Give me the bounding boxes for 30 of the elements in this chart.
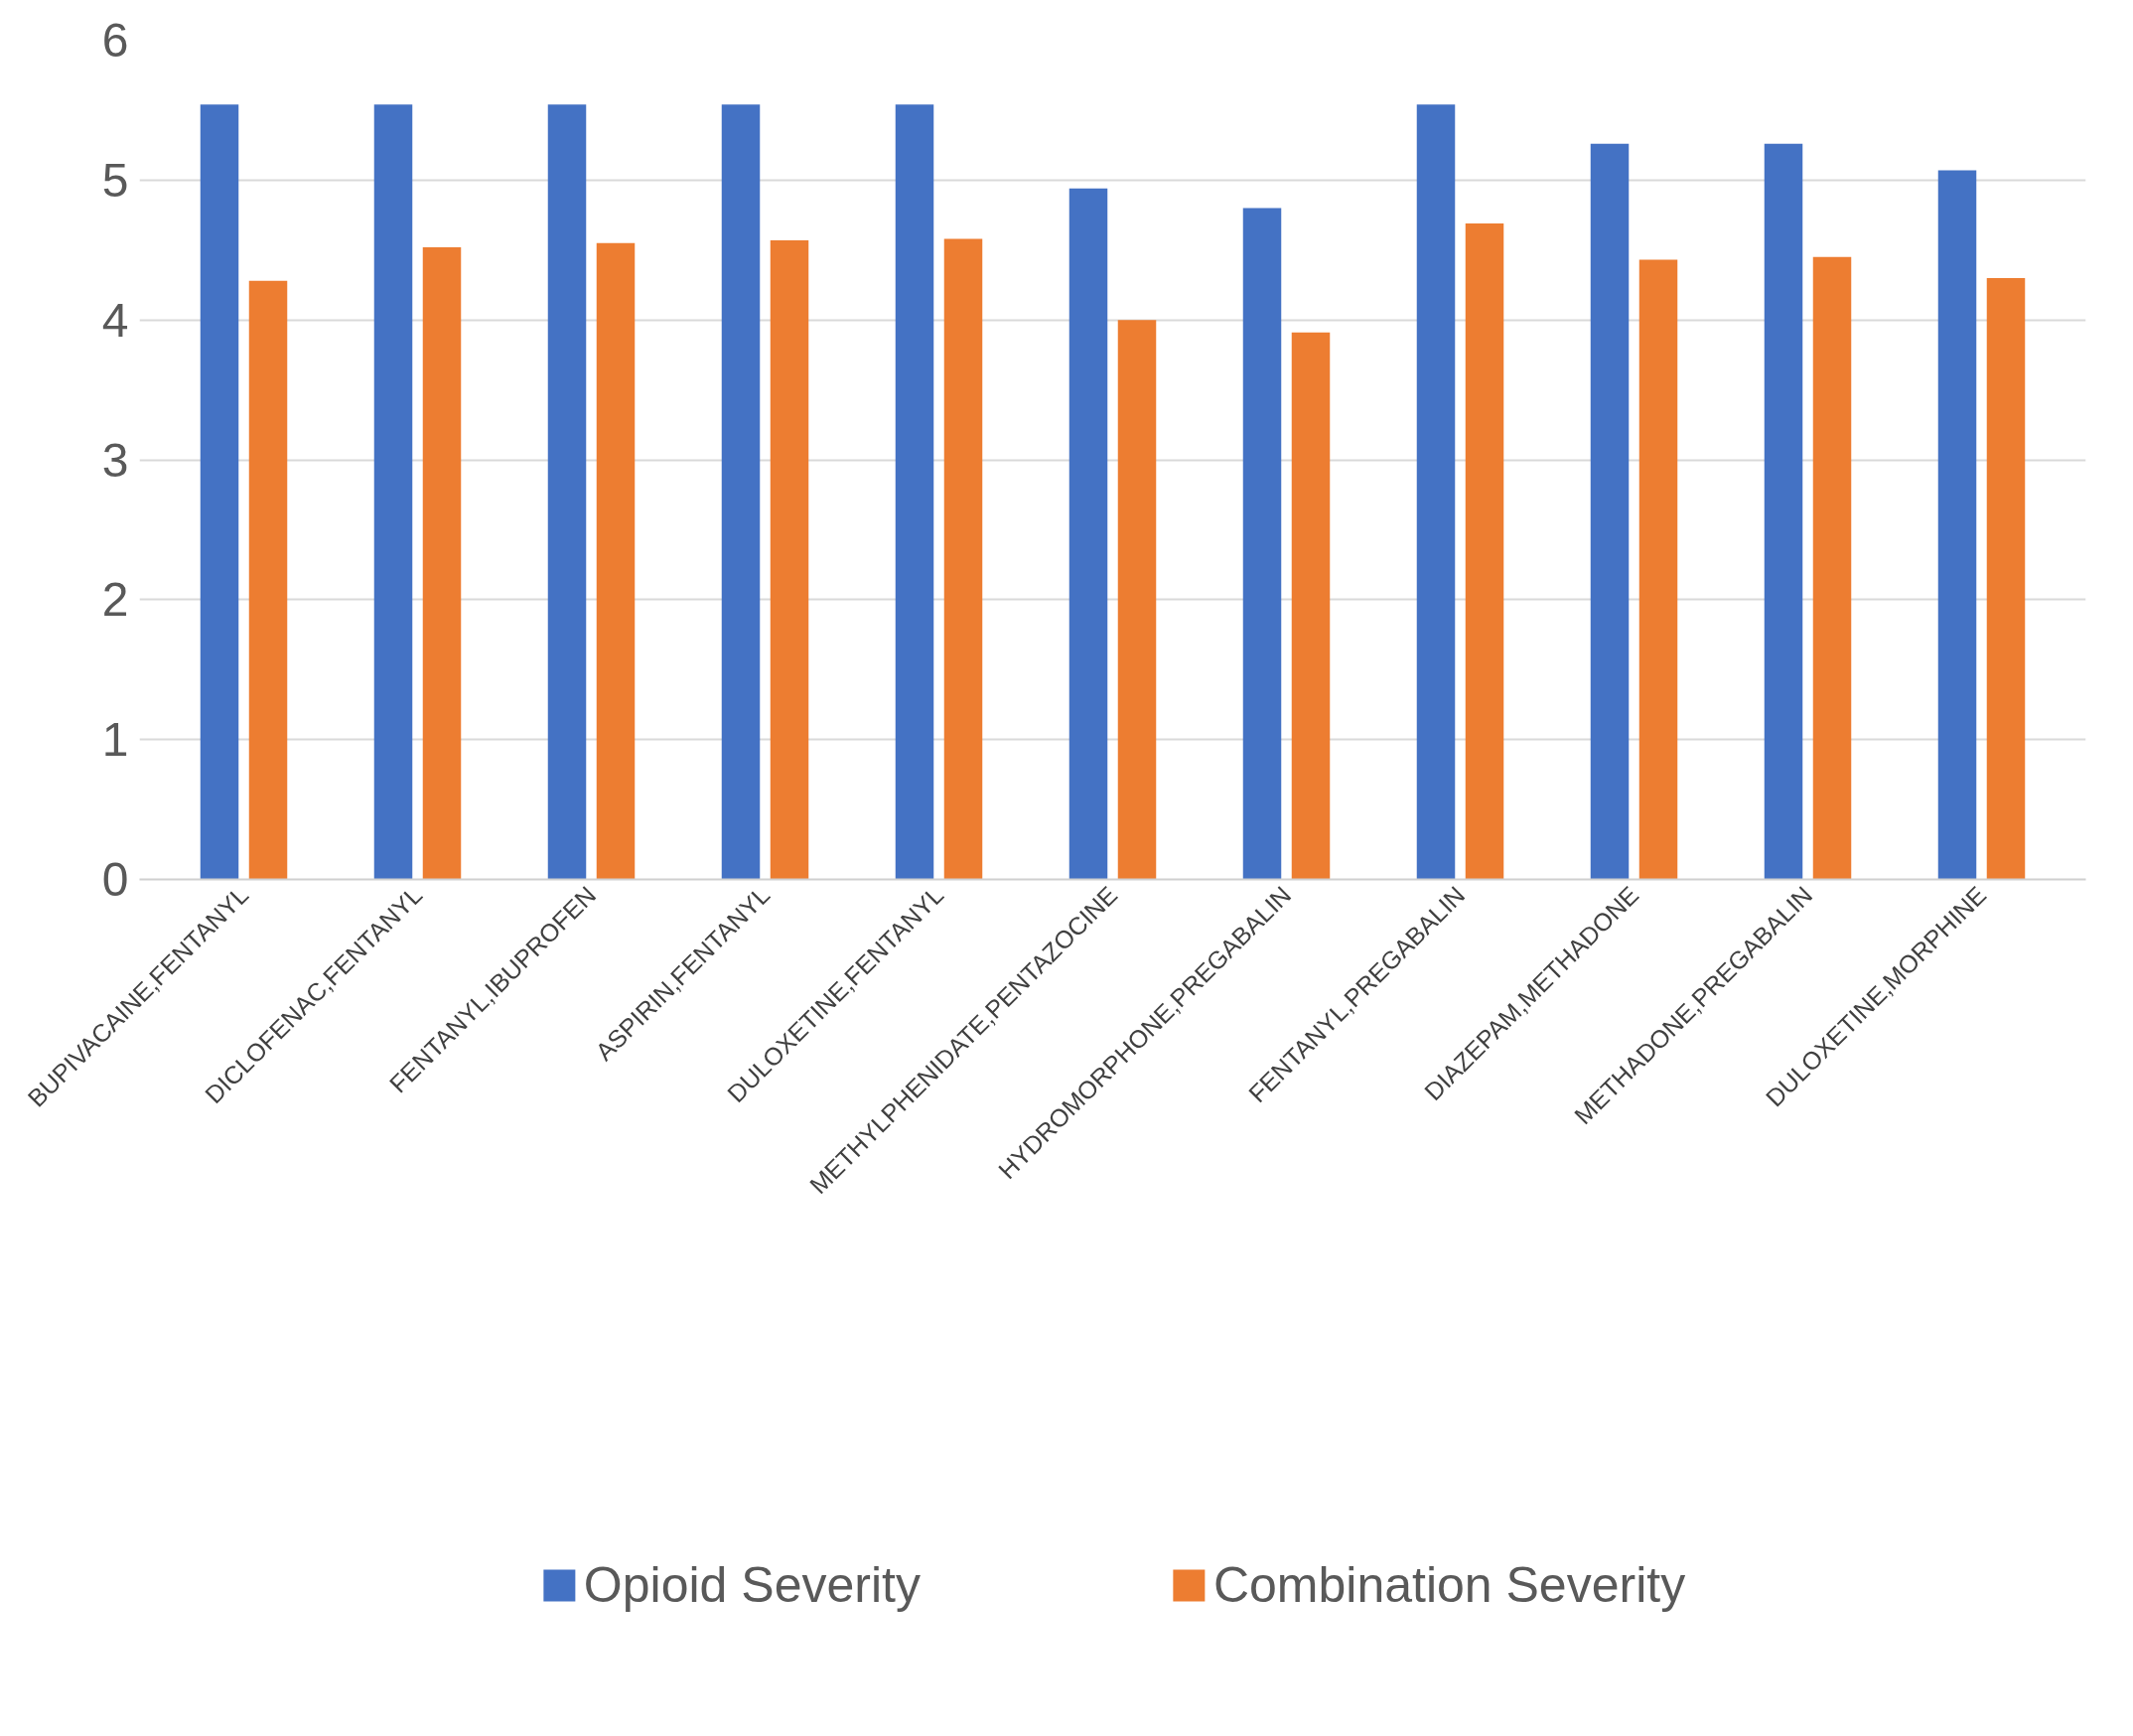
y-tick-label: 4	[101, 293, 129, 347]
y-tick-label: 3	[101, 433, 129, 487]
bar	[943, 238, 983, 880]
bar	[770, 239, 809, 880]
bar	[895, 104, 934, 880]
y-tick-label: 5	[101, 153, 129, 207]
bar	[1068, 188, 1108, 880]
bar	[1812, 256, 1852, 880]
y-tick-label: 2	[101, 573, 129, 627]
bar	[1986, 277, 2026, 880]
bar	[248, 280, 288, 880]
bar	[1638, 259, 1678, 880]
bar	[1937, 170, 1977, 880]
bar	[1416, 104, 1456, 880]
bar	[721, 104, 761, 880]
bar	[1764, 143, 1803, 880]
bar	[373, 104, 413, 880]
bar	[1117, 320, 1157, 880]
bar	[200, 104, 239, 880]
legend-label: Combination Severity	[1212, 1555, 1686, 1614]
bar	[1465, 222, 1504, 880]
y-tick-label: 1	[101, 713, 129, 767]
bar	[422, 246, 462, 880]
y-tick-label: 6	[101, 14, 129, 67]
legend-label: Opioid Severity	[583, 1555, 921, 1614]
bar	[547, 104, 587, 880]
bar	[1291, 332, 1331, 880]
bar	[1590, 143, 1630, 880]
bar	[596, 242, 636, 880]
bar	[1242, 208, 1282, 880]
